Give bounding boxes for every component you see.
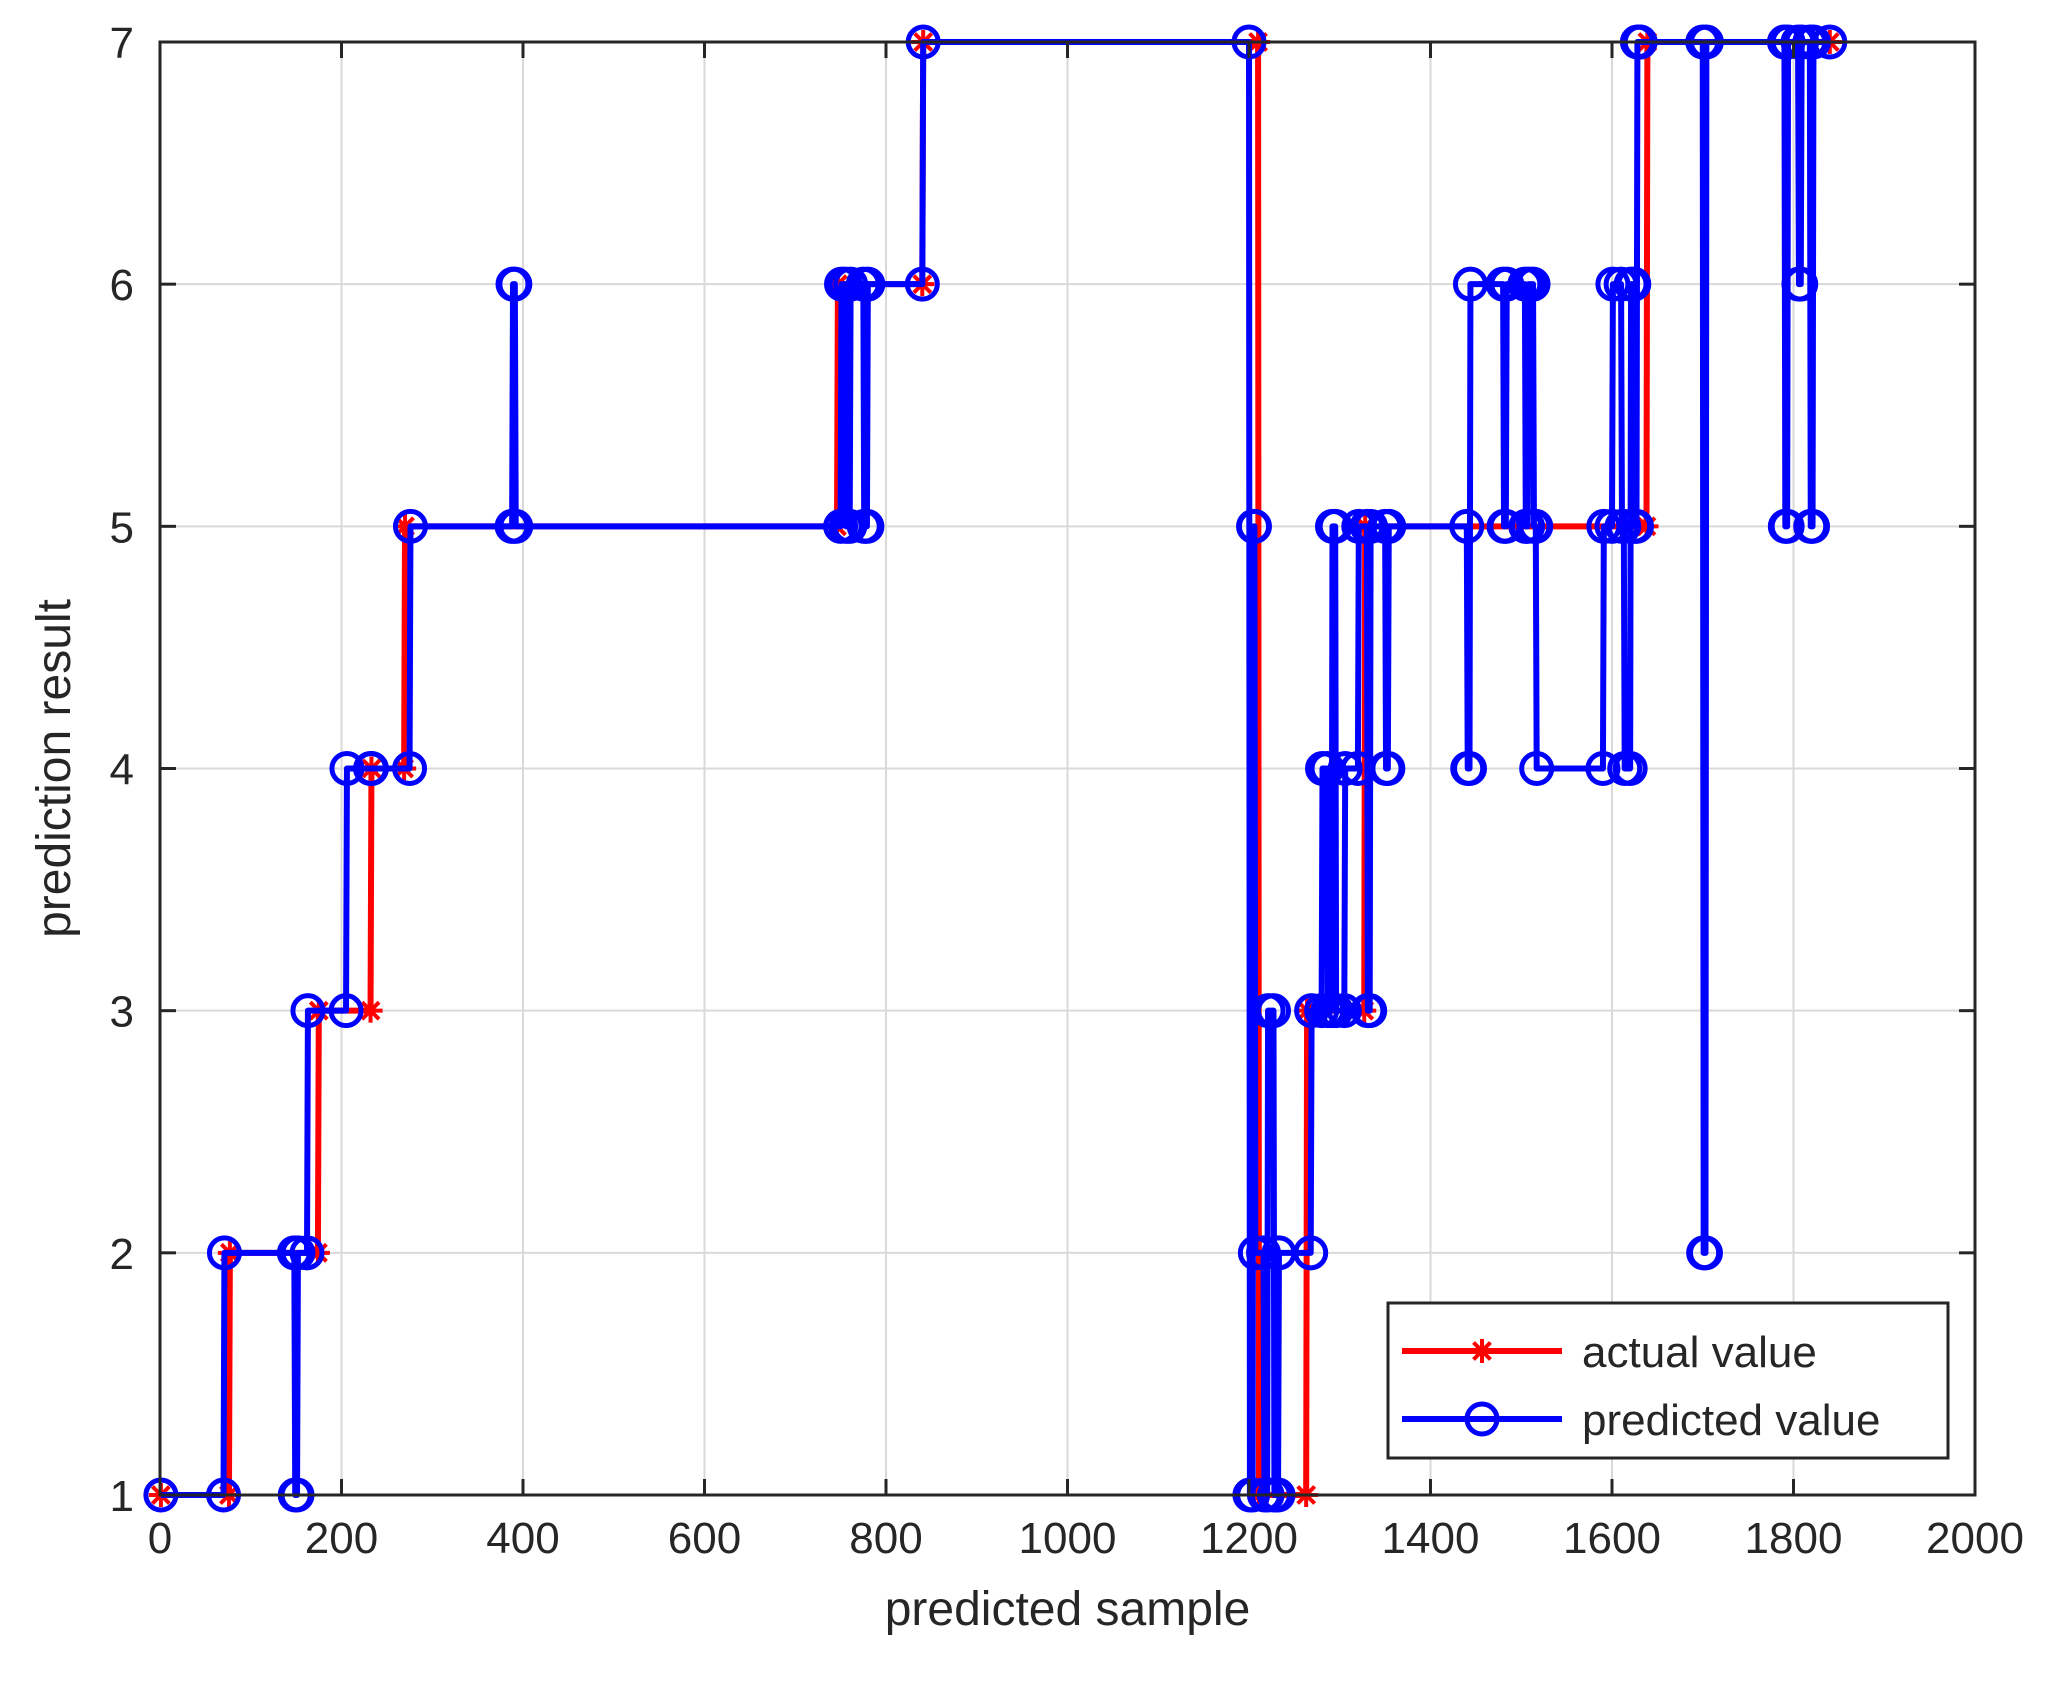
x-tick-label: 1800 <box>1745 1514 1843 1563</box>
data-point <box>833 266 869 302</box>
data-point <box>1606 508 1642 544</box>
x-tick-label: 800 <box>849 1514 922 1563</box>
data-point <box>1452 266 1488 302</box>
x-tick-label: 1200 <box>1200 1514 1298 1563</box>
y-tick-label: 6 <box>110 261 134 310</box>
data-point <box>904 266 940 302</box>
data-point <box>1371 508 1407 544</box>
x-tick-label: 600 <box>668 1514 741 1563</box>
data-point <box>392 751 428 786</box>
legend-marker <box>1464 1401 1500 1437</box>
legend-label: actual value <box>1582 1328 1817 1377</box>
data-point <box>1518 508 1554 544</box>
data-point <box>1519 751 1555 786</box>
y-tick-label: 4 <box>110 746 134 795</box>
x-tick-label: 2000 <box>1926 1514 2024 1563</box>
y-tick-label: 5 <box>110 503 134 552</box>
legend-item: actual value <box>1402 1328 1817 1377</box>
x-tick-label: 0 <box>148 1514 172 1563</box>
data-point <box>1452 751 1488 786</box>
plot-series <box>143 24 1848 1513</box>
data-point <box>1769 508 1805 544</box>
data-point <box>849 508 885 544</box>
data-point <box>1783 266 1819 302</box>
data-point <box>1616 266 1652 302</box>
x-tick-label: 200 <box>305 1514 378 1563</box>
legend-label: predicted value <box>1582 1396 1880 1445</box>
data-point <box>329 751 365 786</box>
y-tick-label: 1 <box>110 1472 134 1521</box>
data-point <box>1326 993 1362 1029</box>
data-point <box>1256 993 1292 1029</box>
data-point <box>1370 751 1406 786</box>
data-point <box>1612 751 1648 786</box>
data-point <box>1327 751 1363 786</box>
x-axis-label: predicted sample <box>885 1583 1251 1636</box>
data-point <box>498 508 534 544</box>
data-point <box>497 266 533 302</box>
x-tick-label: 1400 <box>1382 1514 1480 1563</box>
x-tick-label: 1000 <box>1019 1514 1117 1563</box>
data-point <box>1594 508 1630 544</box>
legend-box <box>1386 1301 1950 1460</box>
data-point <box>206 1235 242 1271</box>
data-point <box>832 508 868 544</box>
data-point <box>1619 508 1655 544</box>
data-point <box>1293 1235 1329 1271</box>
data-point <box>1795 508 1831 544</box>
data-point <box>392 508 428 544</box>
legend-item: predicted value <box>1402 1396 1880 1445</box>
data-point <box>1352 993 1388 1029</box>
legend-marker <box>1470 1339 1494 1363</box>
x-tick-label: 400 <box>486 1514 559 1563</box>
series-line <box>160 39 1830 1498</box>
data-point <box>1353 508 1389 544</box>
data-point <box>289 1235 325 1271</box>
data-point <box>1515 266 1551 302</box>
data-point <box>353 751 389 786</box>
x-tick-label: 1600 <box>1563 1514 1661 1563</box>
data-point <box>850 266 886 302</box>
data-point <box>1294 993 1330 1029</box>
data-point <box>1489 266 1525 302</box>
y-tick-label: 2 <box>110 1230 134 1279</box>
y-axis-label: prediction result <box>28 599 81 938</box>
series-predicted-value <box>143 24 1848 1513</box>
data-point <box>280 1235 316 1271</box>
data-point <box>1687 1235 1723 1271</box>
data-point <box>1449 508 1485 544</box>
y-tick-label: 7 <box>110 19 134 68</box>
data-point <box>328 993 364 1029</box>
data-point <box>1603 266 1639 302</box>
data-point <box>1585 751 1621 786</box>
y-tick-label: 3 <box>110 988 134 1037</box>
axis-ticks: 0 200 400 600 800 1000 1200 1400 1600 1800 2000 1 2 3… <box>110 19 2024 1563</box>
data-point <box>1236 508 1272 544</box>
data-point <box>1246 1235 1282 1271</box>
data-point <box>290 993 326 1029</box>
legend: actual value predicted value <box>1386 1301 1950 1460</box>
